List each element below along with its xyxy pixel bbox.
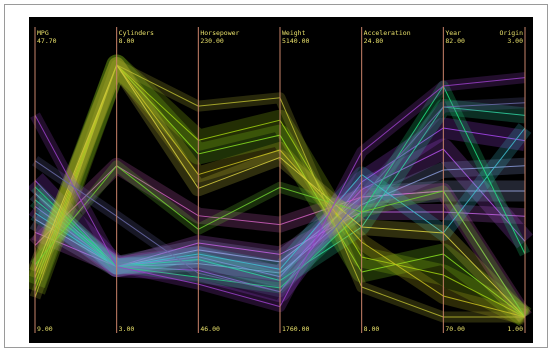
axis-min-year: 70.00: [445, 325, 465, 333]
axis-min-weight: 1760.00: [282, 325, 309, 333]
axis-min-horsepower: 46.00: [200, 325, 220, 333]
axis-name-horsepower: Horsepower: [200, 29, 239, 37]
axis-name-acceleration: Acceleration: [364, 29, 411, 37]
axis-min-origin: 1.00: [507, 325, 523, 333]
axis-name-year: Year: [445, 29, 461, 37]
axis-max-acceleration: 24.80: [364, 37, 384, 45]
axis-min-acceleration: 8.00: [364, 325, 380, 333]
chart-frame: MPG 47.70 9.00 Cylinders 8.00 3.00 Horsepower 2…: [4, 4, 548, 348]
axis-max-year: 82.00: [445, 37, 465, 45]
parallel-coordinates-svg: MPG47.709.00Cylinders8.003.00Horsepower2…: [29, 27, 533, 333]
axis-max-cylinders: 8.00: [119, 37, 135, 45]
axis-max-horsepower: 230.00: [200, 37, 224, 45]
axis-name-mpg: MPG: [37, 29, 49, 37]
axis-min-mpg: 9.00: [37, 325, 53, 333]
axis-name-weight: Weight: [282, 29, 306, 37]
parallel-coordinates-plot: MPG 47.70 9.00 Cylinders 8.00 3.00 Horsepower 2…: [29, 17, 533, 343]
axis-max-origin: 3.00: [507, 37, 523, 45]
labels-layer: MPG47.709.00Cylinders8.003.00Horsepower2…: [37, 29, 523, 333]
axes-layer: [34, 27, 526, 333]
axis-name-origin: Origin: [500, 29, 524, 37]
axis-min-cylinders: 3.00: [119, 325, 135, 333]
axis-max-mpg: 47.70: [37, 37, 57, 45]
axis-name-cylinders: Cylinders: [119, 29, 154, 37]
axis-max-weight: 5140.00: [282, 37, 309, 45]
